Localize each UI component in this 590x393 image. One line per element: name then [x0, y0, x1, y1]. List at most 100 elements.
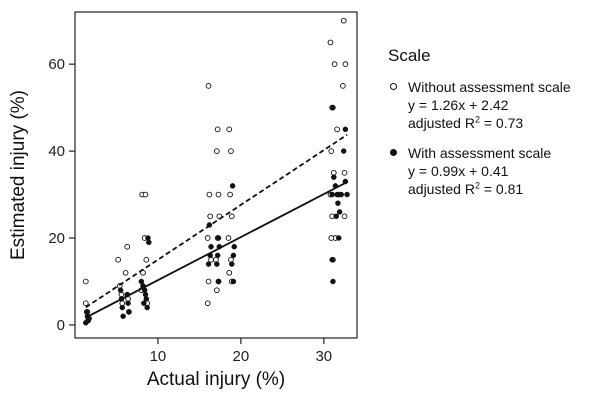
data-point-filled: [231, 243, 237, 250]
data-point-filled: [338, 191, 344, 198]
y-axis-title: Estimated injury (%): [8, 90, 29, 260]
data-point-open: [340, 83, 346, 89]
x-tick-label: 10: [150, 348, 167, 365]
data-point-filled: [336, 209, 343, 215]
y-tick-label: 40: [48, 143, 65, 160]
data-point-open: [207, 213, 214, 220]
data-point-filled: [214, 252, 221, 259]
data-point-filled: [335, 200, 341, 207]
y-axis-ticks: 0 20 40 60: [48, 56, 75, 334]
data-point-filled: [215, 235, 222, 241]
data-point-open: [226, 126, 233, 133]
legend-entry-with-scale: With assessment scale y = 0.99x + 0.41 a…: [388, 144, 588, 198]
data-point-open: [115, 256, 121, 263]
data-point-open: [205, 83, 212, 89]
data-point-filled: [342, 126, 349, 133]
data-point-filled: [119, 304, 126, 311]
r2-label: adjusted R: [408, 115, 475, 131]
filled-circle-icon: [390, 149, 397, 156]
y-tick-label: 0: [57, 317, 65, 334]
data-point-filled: [329, 191, 335, 198]
series-without-scale-points: [82, 17, 349, 322]
x-tick-label: 20: [233, 348, 250, 365]
data-point-filled: [126, 309, 132, 315]
data-point-open: [142, 191, 149, 198]
legend-title: Scale: [388, 46, 431, 65]
data-point-filled: [214, 261, 220, 267]
data-point-filled: [120, 313, 126, 320]
data-point-open: [82, 300, 89, 307]
data-point-open: [342, 61, 349, 68]
data-point-open: [124, 243, 131, 250]
data-point-open: [226, 269, 233, 276]
data-point-filled: [141, 300, 147, 306]
x-axis-title: Actual injury (%): [147, 369, 285, 390]
data-point-filled: [336, 235, 342, 241]
open-circle-icon: [390, 83, 397, 90]
data-point-open: [214, 126, 221, 133]
data-point-filled: [144, 304, 150, 311]
regression-line-with-scale: [85, 181, 348, 319]
data-point-filled: [340, 148, 347, 154]
data-point-open: [328, 148, 335, 154]
data-point-open: [331, 61, 338, 68]
data-point-filled: [215, 278, 222, 285]
data-point-open: [204, 235, 211, 241]
data-point-filled: [344, 191, 350, 198]
data-point-filled: [125, 300, 131, 306]
data-point-open: [206, 191, 213, 198]
data-point-filled: [146, 239, 152, 246]
r2-value: = 0.81: [483, 181, 524, 197]
r2-label: adjusted R: [408, 181, 475, 197]
data-point-open: [340, 17, 347, 24]
legend-r2: adjusted R2 = 0.73: [408, 114, 524, 131]
regression-line-without-scale: [85, 134, 348, 309]
r2-value: = 0.73: [483, 115, 524, 131]
data-point-filled: [230, 252, 237, 259]
plot-area-frame: [74, 11, 358, 339]
legend-entry-without-scale: Without assessment scale y = 1.26x + 2.4…: [388, 78, 588, 132]
x-tick-label: 30: [315, 348, 332, 365]
data-point-open: [228, 213, 235, 220]
data-point-open: [82, 278, 89, 285]
data-point-filled: [117, 287, 124, 293]
data-point-open: [215, 191, 222, 198]
data-point-open: [334, 126, 340, 133]
data-point-open: [122, 269, 129, 276]
data-point-open: [143, 256, 150, 263]
legend: Scale Without assessment scale y = 1.26x…: [388, 46, 588, 198]
data-point-open: [225, 235, 232, 241]
data-point-open: [341, 169, 348, 176]
data-point-filled: [208, 243, 214, 250]
legend-equation: y = 0.99x + 0.41: [408, 163, 509, 179]
data-point-open: [228, 148, 234, 154]
y-tick-label: 20: [48, 230, 65, 247]
data-point-open: [205, 278, 212, 285]
data-point-open: [227, 191, 233, 198]
data-point-filled: [229, 261, 235, 267]
data-point-filled: [333, 213, 340, 220]
legend-series-name: With assessment scale: [408, 145, 552, 161]
legend-series-name: Without assessment scale: [408, 79, 571, 95]
data-point-filled: [331, 174, 337, 180]
data-point-open: [213, 287, 220, 294]
data-point-filled: [330, 104, 336, 111]
data-point-filled: [83, 320, 89, 326]
data-point-filled: [143, 296, 150, 302]
data-point-filled: [205, 261, 212, 267]
data-point-open: [327, 39, 334, 46]
data-point-open: [341, 213, 348, 220]
data-point-open: [204, 300, 211, 307]
data-point-open: [208, 256, 214, 263]
y-tick-label: 60: [48, 56, 65, 73]
data-point-filled: [329, 257, 335, 263]
data-point-filled: [229, 183, 236, 189]
data-point-open: [228, 256, 234, 263]
data-point-open: [213, 148, 220, 154]
series-with-scale-points: [83, 104, 350, 326]
data-point-open: [328, 235, 335, 241]
data-point-filled: [230, 278, 237, 285]
x-axis-ticks: 10 20 30: [150, 338, 332, 365]
legend-equation: y = 1.26x + 2.42: [408, 97, 509, 113]
